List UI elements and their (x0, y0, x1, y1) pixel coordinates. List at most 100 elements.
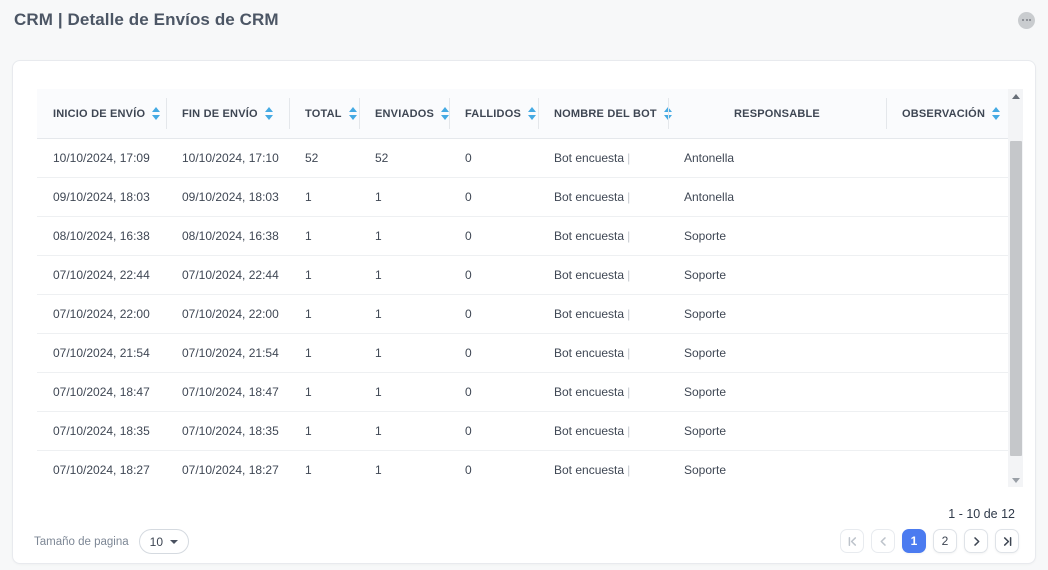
cell-responsable: Soporte (684, 385, 727, 399)
cell-total: 1 (305, 346, 312, 360)
cell-fallidos: 0 (465, 385, 472, 399)
cell-enviados: 52 (375, 151, 389, 165)
cell-total: 1 (305, 424, 312, 438)
column-header-4[interactable]: FALLIDOS (449, 89, 538, 138)
cell-total: 1 (305, 385, 312, 399)
sort-desc-icon (264, 115, 273, 120)
bot-name-clipped-text: | (627, 307, 631, 321)
cell-fin-de-envio: 07/10/2024, 18:35 (182, 424, 279, 438)
cell-total: 1 (305, 229, 312, 243)
table-row: 07/10/2024, 22:44 07/10/2024, 22:44 1 1 … (37, 256, 1008, 295)
bot-name-text: Bot encuesta (554, 229, 625, 243)
table-row: 07/10/2024, 21:54 07/10/2024, 21:54 1 1 … (37, 334, 1008, 373)
column-header-5[interactable]: NOMBRE DEL BOT (538, 89, 672, 138)
sort-asc-icon (528, 107, 536, 112)
cell-fallidos: 0 (465, 463, 472, 477)
cell-inicio-de-envio: 10/10/2024, 17:09 (53, 151, 150, 165)
cell-fallidos: 0 (465, 151, 472, 165)
sort-desc-icon (663, 115, 672, 120)
cell-nombre-del-bot: Bot encuesta | (538, 229, 668, 243)
scroll-down-button[interactable] (1008, 473, 1023, 487)
sort-desc-icon (348, 115, 357, 120)
column-header-1[interactable]: FIN DE ENVÍO (166, 89, 289, 138)
sort-icons[interactable] (348, 107, 357, 120)
sort-asc-icon (663, 107, 672, 112)
page-button-1[interactable]: 1 (902, 529, 926, 553)
previous-page-button[interactable] (871, 529, 895, 553)
bot-name-text: Bot encuesta (554, 268, 625, 282)
column-header-0[interactable]: INICIO DE ENVÍO (37, 89, 166, 138)
page-size-select[interactable]: 10 (138, 529, 189, 554)
cell-total: 52 (305, 151, 319, 165)
cell-responsable: Soporte (684, 307, 727, 321)
table-row: 07/10/2024, 18:35 07/10/2024, 18:35 1 1 … (37, 412, 1008, 451)
cell-responsable: Antonella (684, 151, 735, 165)
sort-icons[interactable] (152, 107, 161, 120)
scroll-up-icon (1011, 93, 1020, 99)
sort-icons[interactable] (992, 107, 1001, 120)
page-button-2[interactable]: 2 (933, 529, 957, 553)
column-header-label: OBSERVACIÓN (902, 107, 986, 120)
cell-nombre-del-bot: Bot encuesta | (538, 346, 668, 360)
column-header-2[interactable]: TOTAL (289, 89, 359, 138)
bot-name-clipped-text: | (627, 346, 631, 360)
chevron-right-icon (973, 536, 979, 546)
cell-fallidos: 0 (465, 190, 472, 204)
page-size-value: 10 (149, 534, 163, 549)
cell-fin-de-envio: 07/10/2024, 22:44 (182, 268, 279, 282)
vertical-scrollbar[interactable] (1008, 89, 1023, 487)
cell-fallidos: 0 (465, 229, 472, 243)
bot-name-clipped-text: | (627, 151, 631, 165)
sort-icons[interactable] (441, 107, 450, 120)
topbar: CRM | Detalle de Envíos de CRM (0, 0, 1048, 34)
last-page-button[interactable] (995, 529, 1019, 553)
ellipsis-icon (1022, 19, 1024, 21)
cell-responsable: Antonella (684, 190, 735, 204)
sort-desc-icon (152, 115, 161, 120)
cell-inicio-de-envio: 07/10/2024, 22:44 (53, 268, 150, 282)
table-row: 10/10/2024, 17:09 10/10/2024, 17:10 52 5… (37, 139, 1008, 178)
cell-responsable: Soporte (684, 346, 727, 360)
cell-fallidos: 0 (465, 307, 472, 321)
cell-enviados: 1 (375, 463, 382, 477)
cell-responsable: Soporte (684, 268, 727, 282)
sort-icons[interactable] (264, 107, 273, 120)
bot-name-clipped-text: | (627, 268, 631, 282)
column-header-3[interactable]: ENVIADOS (359, 89, 450, 138)
cell-enviados: 1 (375, 424, 382, 438)
cell-inicio-de-envio: 07/10/2024, 21:54 (53, 346, 150, 360)
bot-name-text: Bot encuesta (554, 307, 625, 321)
pagination-range: 1 - 10 de 12 (948, 507, 1015, 521)
cell-nombre-del-bot: Bot encuesta | (538, 268, 668, 282)
cell-inicio-de-envio: 08/10/2024, 16:38 (53, 229, 150, 243)
bot-name-text: Bot encuesta (554, 151, 625, 165)
bot-name-clipped-text: | (627, 190, 631, 204)
cell-inicio-de-envio: 07/10/2024, 18:27 (53, 463, 150, 477)
cell-enviados: 1 (375, 190, 382, 204)
cell-nombre-del-bot: Bot encuesta | (538, 190, 668, 204)
column-header-6[interactable]: RESPONSABLE (668, 89, 886, 138)
envios-table: INICIO DE ENVÍO FIN DE ENVÍO TOTAL ENVIA… (37, 89, 1023, 487)
first-page-button[interactable] (840, 529, 864, 553)
cell-fin-de-envio: 10/10/2024, 17:10 (182, 151, 279, 165)
column-header-7[interactable]: OBSERVACIÓN (886, 89, 1008, 138)
cell-total: 1 (305, 463, 312, 477)
scroll-up-button[interactable] (1008, 89, 1023, 103)
last-page-icon (1003, 536, 1011, 546)
cell-fallidos: 0 (465, 424, 472, 438)
sort-asc-icon (992, 107, 1001, 112)
table-body: 10/10/2024, 17:09 10/10/2024, 17:10 52 5… (37, 139, 1008, 487)
sort-asc-icon (152, 107, 161, 112)
more-options-button[interactable] (1018, 11, 1035, 29)
sort-icons[interactable] (528, 107, 536, 120)
chevron-left-icon (880, 536, 886, 546)
cell-nombre-del-bot: Bot encuesta | (538, 424, 668, 438)
next-page-button[interactable] (964, 529, 988, 553)
sort-icons[interactable] (663, 107, 672, 120)
content-card: INICIO DE ENVÍO FIN DE ENVÍO TOTAL ENVIA… (12, 60, 1036, 564)
page-size-control: Tamaño de pagina 10 (34, 529, 189, 554)
bot-name-text: Bot encuesta (554, 463, 625, 477)
cell-enviados: 1 (375, 229, 382, 243)
sort-desc-icon (441, 115, 450, 120)
scrollbar-thumb[interactable] (1009, 141, 1022, 456)
